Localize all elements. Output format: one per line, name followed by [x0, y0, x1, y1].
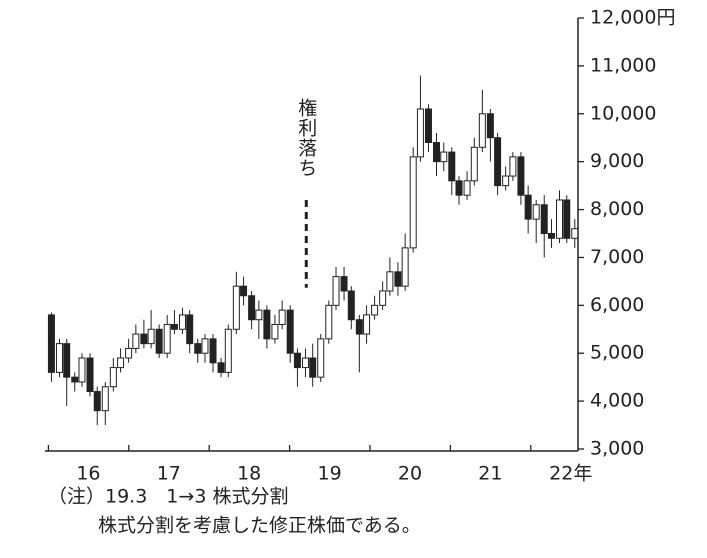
candle-body — [240, 285, 248, 297]
candle-body — [86, 357, 94, 393]
candle-body — [455, 180, 463, 196]
x-tick-label: 18 — [237, 463, 261, 485]
note: （注）19.3 1→3 株式分割 — [48, 486, 288, 508]
y-tick-label: 8,000 — [590, 198, 644, 220]
candle-body — [109, 367, 117, 388]
candle-body — [317, 338, 325, 378]
y-tick-label: 6,000 — [590, 294, 644, 316]
candle-body — [286, 309, 294, 354]
candle-body — [502, 175, 510, 187]
candle-body — [463, 180, 471, 196]
candle-body — [571, 228, 579, 239]
candle-body — [363, 314, 371, 335]
candle-body — [101, 386, 109, 412]
candle-body — [117, 357, 125, 369]
candle-body — [125, 347, 133, 359]
candle-body — [132, 333, 140, 349]
annotation: 権利落ち — [295, 98, 317, 178]
y-tick-label: 7,000 — [590, 246, 644, 268]
candle-body — [55, 343, 63, 373]
candle-body — [433, 142, 441, 163]
candle-body — [478, 113, 486, 148]
x-tick-label: 22年 — [549, 463, 592, 485]
candle-body — [486, 113, 494, 139]
candle-body — [209, 338, 217, 364]
candle-body — [332, 276, 340, 306]
candle-body — [409, 156, 417, 249]
candle-body — [293, 352, 301, 369]
candle-body — [201, 338, 209, 354]
candle-body — [394, 271, 402, 287]
candle-body — [440, 151, 448, 163]
candle-body — [424, 108, 432, 144]
candle-body — [163, 323, 171, 354]
y-tick-label: 9,000 — [590, 150, 644, 172]
candle-body — [147, 328, 155, 345]
candle-body — [194, 343, 202, 354]
candle-body — [248, 295, 256, 321]
candle-body — [540, 204, 548, 234]
x-tick-label: 20 — [398, 463, 422, 485]
candle-body — [278, 309, 286, 325]
candle-body — [448, 151, 456, 182]
x-tick-label: 21 — [478, 463, 502, 485]
y-tick-label: 3,000 — [590, 438, 644, 460]
candle-body — [71, 376, 79, 383]
candle-body — [355, 319, 363, 335]
x-tick-label: 17 — [157, 463, 181, 485]
candle-body — [301, 357, 309, 369]
x-tick-label: 16 — [76, 463, 100, 485]
y-tick-label: 12,000円 — [590, 7, 675, 29]
note: 株式分割を考慮した修正株価である。 — [98, 515, 421, 537]
candle-body — [78, 357, 86, 383]
candle-body — [93, 391, 101, 412]
candle-body — [232, 285, 240, 330]
y-tick-label: 5,000 — [590, 342, 644, 364]
candle-body — [470, 146, 478, 182]
candle-body — [255, 309, 263, 321]
x-tick-label: 19 — [317, 463, 341, 485]
candle-body — [524, 194, 532, 220]
candle-body — [340, 276, 348, 292]
y-tick-label: 10,000 — [590, 102, 656, 124]
candle-body — [547, 233, 555, 239]
candle-body — [263, 309, 271, 340]
candle-body — [186, 314, 194, 345]
candle-body — [401, 247, 409, 287]
candle-body — [494, 137, 502, 187]
candle-body — [509, 156, 517, 177]
candle-body — [271, 323, 279, 340]
candle-body — [140, 333, 148, 345]
candle-body — [416, 108, 424, 158]
candle-body — [379, 290, 387, 306]
candle-body — [347, 290, 355, 321]
candle-body — [170, 323, 178, 330]
candle-body — [217, 362, 225, 373]
candle-body — [556, 199, 564, 239]
candle-body — [224, 328, 232, 373]
candle-body — [371, 304, 379, 316]
candle-body — [178, 314, 186, 330]
candle-body — [309, 357, 317, 378]
candle-body — [563, 199, 571, 239]
y-tick-label: 4,000 — [590, 390, 644, 412]
candle-body — [532, 204, 540, 220]
candle-body — [155, 328, 163, 354]
candle-body — [517, 156, 525, 196]
candle-body — [386, 271, 394, 292]
y-tick-label: 11,000 — [590, 54, 656, 76]
candle-body — [325, 304, 333, 340]
candle-body — [47, 314, 55, 373]
candle-body — [63, 343, 71, 378]
